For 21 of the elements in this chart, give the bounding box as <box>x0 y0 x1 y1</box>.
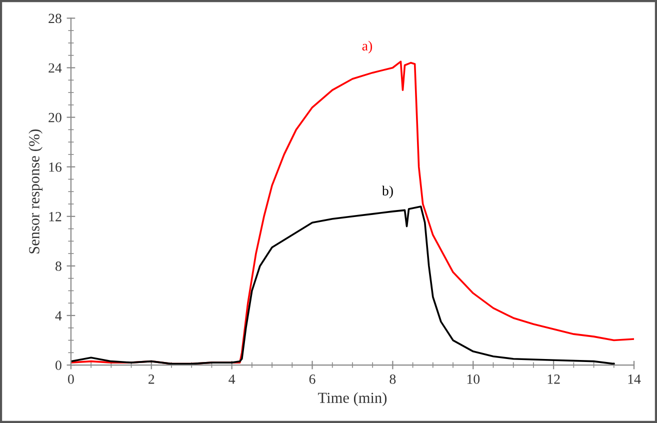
y-tick-label: 0 <box>56 360 62 370</box>
series-label: b) <box>382 186 393 198</box>
x-tick-label: 8 <box>390 374 396 384</box>
x-tick-label: 10 <box>467 374 480 384</box>
y-tick-label: 20 <box>48 112 62 122</box>
y-tick-label: 24 <box>48 63 62 73</box>
y-tick-label: 8 <box>56 262 62 271</box>
x-tick-label: 14 <box>628 374 641 384</box>
x-tick-label: 12 <box>548 374 560 384</box>
y-tick-label: 16 <box>49 162 62 172</box>
x-tick-label: 2 <box>148 374 154 384</box>
x-tick-label: 0 <box>68 374 74 384</box>
series-label: a) <box>362 40 372 54</box>
x-tick-label: 6 <box>309 374 316 384</box>
y-axis-title: Sensor response (%) <box>28 130 42 254</box>
line-series <box>70 206 615 365</box>
y-tick-label: 28 <box>48 14 62 24</box>
x-tick-label: 4 <box>228 374 236 384</box>
y-tick-label: 12 <box>49 212 62 222</box>
y-tick-label: 4 <box>55 311 62 320</box>
x-axis-title: Time (min) <box>318 392 387 406</box>
